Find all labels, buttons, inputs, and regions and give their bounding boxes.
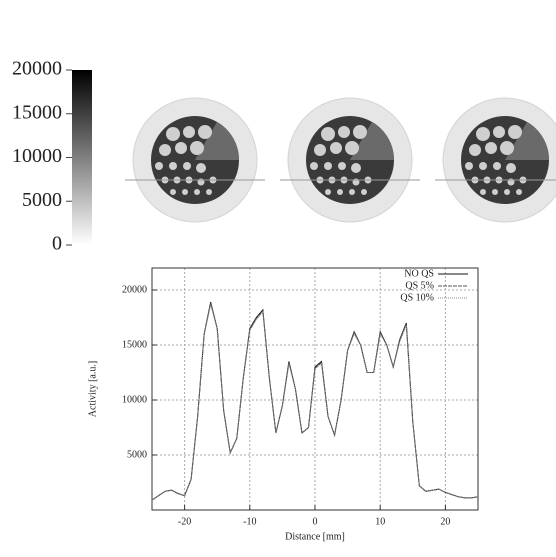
phantom-insert (206, 189, 212, 195)
phantom-insert (166, 127, 180, 141)
phantom-insert (194, 189, 200, 195)
phantom-insert (183, 126, 195, 138)
phantom-insert (175, 142, 187, 154)
phantom-insert (190, 141, 204, 155)
phantom-sector (350, 122, 394, 160)
phantom-insert (337, 189, 343, 195)
phantom-insert (476, 127, 490, 141)
phantom-sector (505, 122, 549, 160)
phantom-sector (195, 122, 239, 160)
y-axis-label: Activity [a.u.] (87, 361, 98, 417)
colorbar-tick-label: 10000 (12, 145, 62, 167)
phantom-insert (321, 127, 335, 141)
phantom-insert (338, 126, 350, 138)
phantom-insert (465, 162, 473, 170)
y-tick-label: 15000 (122, 339, 147, 350)
legend-label: NO QS (404, 268, 434, 279)
phantom-insert (345, 141, 359, 155)
phantom-insert (492, 189, 498, 195)
y-tick-label: 5000 (127, 449, 147, 460)
x-tick-label: -20 (178, 516, 191, 527)
phantom-insert (182, 189, 188, 195)
data-line (151, 304, 479, 501)
y-tick-label: 20000 (122, 284, 147, 295)
phantom-insert (324, 162, 332, 170)
x-tick-label: 10 (375, 516, 385, 527)
x-axis-label: Distance [mm] (285, 531, 345, 542)
phantom-insert (159, 144, 171, 156)
phantom-insert (506, 163, 516, 173)
phantom-insert (493, 126, 505, 138)
phantom-insert (183, 162, 191, 170)
phantom-insert (504, 189, 510, 195)
phantom-insert (155, 162, 163, 170)
phantom-insert (325, 189, 331, 195)
phantom-insert (361, 189, 367, 195)
phantom-insert (353, 125, 367, 139)
phantom-insert (500, 141, 514, 155)
phantom-images (125, 97, 556, 223)
x-tick-label: -10 (243, 516, 256, 527)
y-tick-label: 10000 (122, 394, 147, 405)
phantom-insert (310, 162, 318, 170)
phantom-insert (469, 144, 481, 156)
phantom-insert (169, 162, 177, 170)
phantom-insert (493, 162, 501, 170)
colorbar-tick-label: 15000 (12, 101, 62, 123)
phantom-insert (349, 189, 355, 195)
phantom-insert (314, 144, 326, 156)
phantom-insert (479, 162, 487, 170)
colorbar-tick-label: 5000 (22, 189, 62, 211)
colorbar-bar (72, 70, 92, 245)
colorbar: 0 5000 10000 15000 20000 (12, 58, 92, 255)
legend-label: QS 10% (400, 292, 434, 303)
phantom-insert (198, 125, 212, 139)
phantom-insert (196, 163, 206, 173)
colorbar-tick-label: 0 (52, 233, 62, 255)
phantom-insert (508, 125, 522, 139)
phantom-insert (351, 163, 361, 173)
x-tick-label: 20 (440, 516, 450, 527)
line-chart: 5000 10000 15000 20000 -20 -10 0 10 20 Distance [… (87, 267, 479, 542)
phantom-insert (480, 189, 486, 195)
phantom-insert (485, 142, 497, 154)
x-tick-label: 0 (313, 516, 318, 527)
phantom-insert (516, 189, 522, 195)
colorbar-tick-label: 20000 (12, 58, 62, 80)
phantom-insert (330, 142, 342, 154)
phantom-insert (170, 189, 176, 195)
phantom-insert (338, 162, 346, 170)
plot-frame (151, 267, 479, 511)
legend-label: QS 5% (405, 280, 434, 291)
